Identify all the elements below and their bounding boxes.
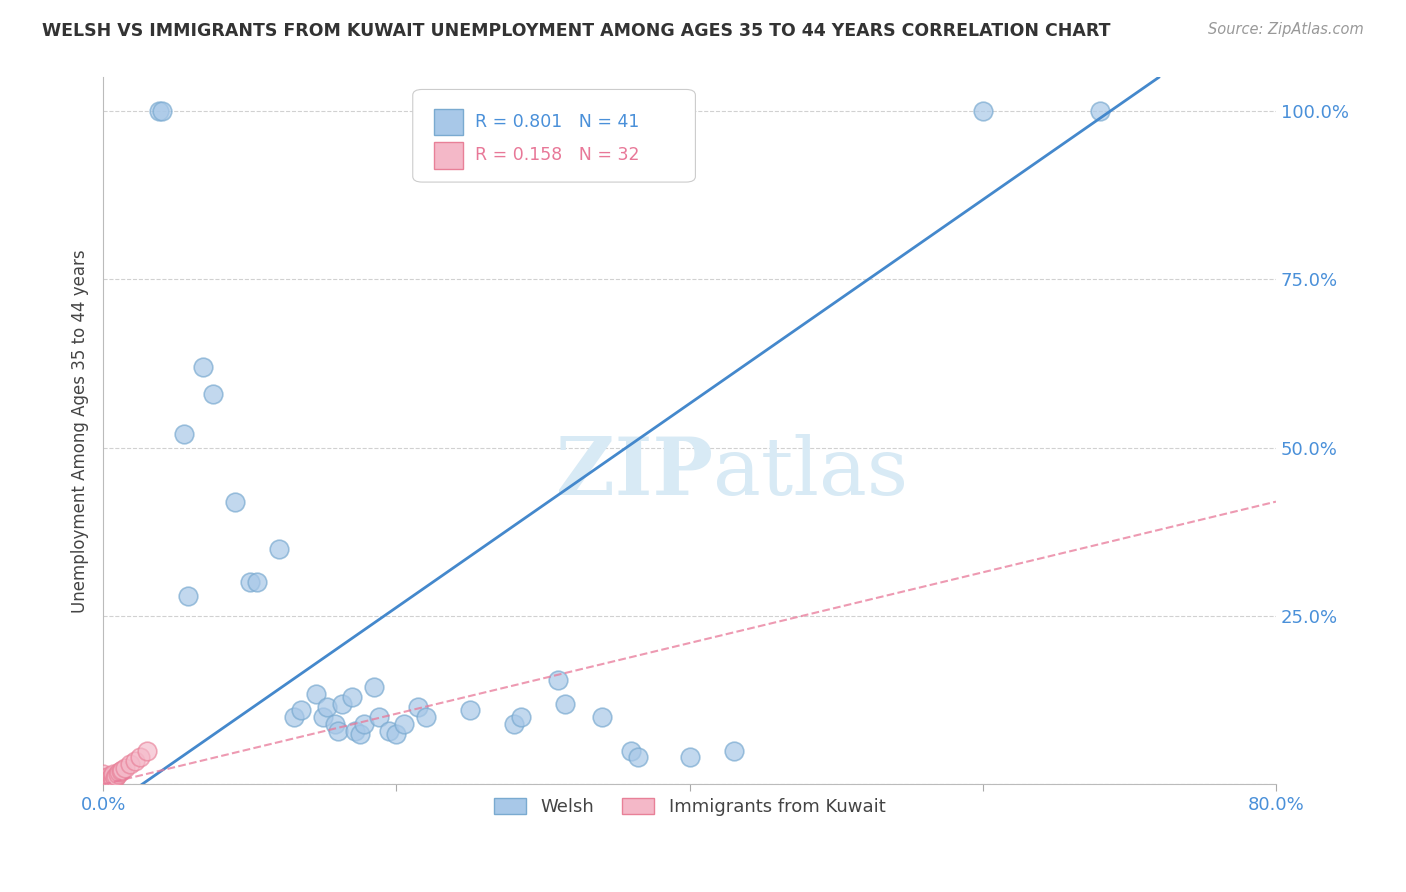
FancyBboxPatch shape [434,142,463,169]
Point [148,104,170,119]
Point [246,575,269,590]
Point [392,716,415,731]
Point [150,104,173,119]
Point [326,723,349,738]
Point [110,764,132,778]
Point [103,772,125,786]
Point [93,774,115,789]
Point [224,494,246,508]
Point [173,427,195,442]
Point [114,761,136,775]
Text: Source: ZipAtlas.com: Source: ZipAtlas.com [1208,22,1364,37]
Point [94,774,117,789]
Point [100,777,122,791]
Point [96,777,118,791]
Point [353,716,375,731]
Point [177,589,200,603]
Text: atlas: atlas [713,434,908,512]
Point [91,774,114,789]
Point [723,744,745,758]
Legend: Welsh, Immigrants from Kuwait: Welsh, Immigrants from Kuwait [485,789,894,825]
Point [111,763,134,777]
Point [554,697,576,711]
Point [93,771,115,785]
Point [344,723,367,738]
Point [316,700,339,714]
Point [283,710,305,724]
Point [502,716,524,731]
Point [103,767,125,781]
Point [239,575,262,590]
Point [330,697,353,711]
Point [101,769,124,783]
Text: R = 0.801   N = 41: R = 0.801 N = 41 [475,113,640,131]
Point [290,703,312,717]
Text: R = 0.158   N = 32: R = 0.158 N = 32 [475,146,640,164]
Point [510,710,533,724]
Point [91,767,114,781]
Point [91,771,114,785]
Point [312,710,335,724]
Text: ZIP: ZIP [555,434,713,512]
Point [104,771,127,785]
Point [620,744,643,758]
Point [363,680,385,694]
Point [349,727,371,741]
Point [100,772,122,786]
Point [1088,104,1111,119]
Point [108,765,131,780]
Y-axis label: Unemployment Among Ages 35 to 44 years: Unemployment Among Ages 35 to 44 years [72,249,89,613]
Point [93,777,115,791]
Point [98,774,121,789]
Point [627,750,650,764]
Point [107,767,129,781]
Point [91,777,114,791]
Point [202,387,225,401]
Point [547,673,569,687]
Point [342,690,364,704]
Point [385,727,408,741]
Text: WELSH VS IMMIGRANTS FROM KUWAIT UNEMPLOYMENT AMONG AGES 35 TO 44 YEARS CORRELATI: WELSH VS IMMIGRANTS FROM KUWAIT UNEMPLOY… [42,22,1111,40]
Point [415,710,437,724]
Point [96,772,118,786]
Point [972,104,994,119]
Point [458,703,481,717]
Point [678,750,700,764]
Point [98,769,121,783]
FancyBboxPatch shape [413,89,696,182]
Point [378,723,401,738]
Point [408,700,430,714]
Point [118,757,141,772]
Point [367,710,389,724]
Point [128,750,150,764]
Point [191,359,214,374]
Point [591,710,613,724]
Point [323,716,346,731]
Point [136,744,159,758]
Point [94,777,117,791]
Point [105,769,128,783]
Point [91,777,114,791]
Point [267,541,290,556]
Point [305,687,328,701]
FancyBboxPatch shape [434,109,463,136]
Point [91,777,114,791]
Point [101,774,124,789]
Point [124,754,146,768]
